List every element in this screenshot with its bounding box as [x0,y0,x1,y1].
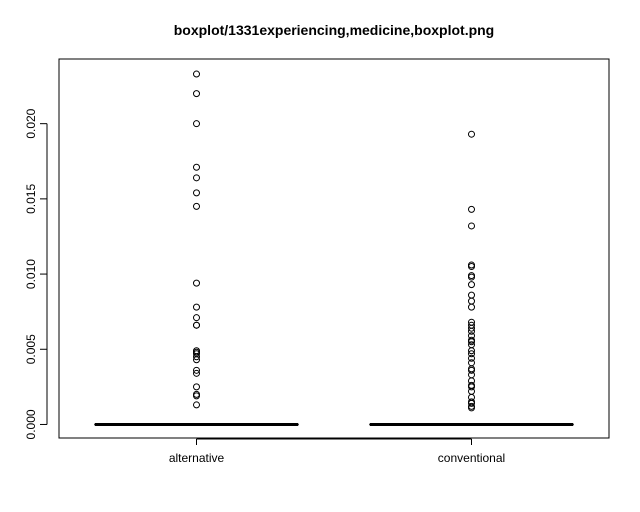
plot-marks [94,70,574,426]
outlier-point [468,366,475,374]
outlier-point [193,314,200,322]
x-axis: alternative conventional [169,438,505,465]
y-tick-label: 0.010 [24,259,38,289]
outlier-point [468,404,475,412]
outlier-point [468,347,475,355]
outlier-point [193,369,200,377]
outlier-point [468,354,475,362]
plot-area-frame [58,58,610,439]
outlier-point [468,263,475,271]
outlier-point [468,383,475,391]
outlier-point [468,291,475,299]
outlier-point [468,350,475,358]
chart-title: boxplot/1331experiencing,medicine,boxplo… [174,22,495,38]
outlier-point [193,383,200,391]
outlier-point [468,399,475,407]
outlier-point [193,120,200,128]
outlier-point [193,366,200,374]
outlier-point [468,281,475,289]
outlier-point [468,303,475,311]
y-tick-label: 0.020 [24,108,38,138]
outlier-point [468,273,475,281]
outlier-point [193,202,200,210]
outlier-point [468,297,475,305]
outlier-point [193,70,200,78]
outlier-point [193,189,200,197]
outlier-point [468,387,475,395]
y-tick-label: 0.000 [24,409,38,439]
outlier-point [193,401,200,409]
box-alternative [94,70,299,426]
outlier-point [193,303,200,311]
y-tick-label: 0.005 [24,334,38,364]
y-tick-label: 0.015 [24,184,38,214]
outlier-point [193,392,200,400]
outlier-point [193,356,200,364]
outlier-point [193,163,200,171]
outlier-point [468,359,475,367]
outlier-point [193,174,200,182]
y-axis: 0.000 0.005 0.010 0.015 0.020 [24,108,48,439]
outlier-point [468,338,475,346]
outlier-point [193,90,200,98]
outlier-point [468,324,475,332]
outlier-point [468,371,475,379]
outlier-point [468,222,475,230]
x-tick-label: alternative [169,451,225,465]
box-conventional [369,130,574,426]
outlier-point [468,205,475,213]
outlier-point [193,279,200,287]
outlier-point [468,327,475,335]
outlier-point [193,321,200,329]
outlier-point [193,353,200,361]
outlier-point [468,130,475,138]
x-tick-label: conventional [438,451,505,465]
